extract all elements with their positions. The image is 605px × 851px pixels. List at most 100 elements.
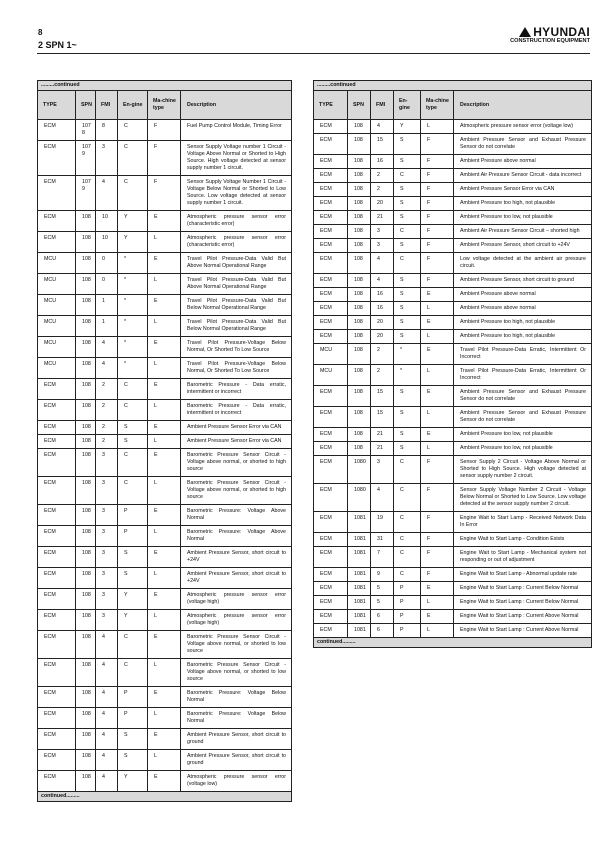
table-row: ECM 108 15 S F Ambient Pressure Sensor and Ex…: [313, 133, 592, 155]
cell-fmi: 2: [370, 168, 394, 183]
cell-description: Travel Pilot Pressure-Voltage Below Norm…: [180, 357, 292, 379]
cell-machine-type: L: [147, 231, 181, 253]
column-header-fmi: FMI: [370, 90, 394, 120]
cell-type: ECM: [37, 378, 76, 400]
cell-type: ECM: [37, 658, 76, 687]
cell-engine: *: [393, 343, 421, 365]
cell-engine: P: [117, 707, 148, 729]
cell-spn: 108: [347, 168, 371, 183]
cell-description: Ambient Pressure Sensor, short circuit t…: [180, 567, 292, 589]
table-row: ECM 1080 3 C F Sensor Supply 2 Circuit - Volt…: [313, 455, 592, 484]
cell-type: ECM: [313, 182, 348, 197]
cell-type: ECM: [37, 434, 76, 449]
cell-description: Atmospheric pressure sensor error (volta…: [180, 609, 292, 631]
cell-spn: 108: [75, 707, 96, 729]
cell-machine-type: E: [147, 588, 181, 610]
cell-machine-type: L: [420, 623, 454, 638]
cell-description: Low voltage detected at the ambient air …: [453, 252, 592, 274]
cell-machine-type: F: [420, 532, 454, 547]
column-header-spn: SPN: [75, 90, 96, 120]
table-row: ECM 108 3 P L Barometric Pressure: Voltage Ab…: [37, 525, 292, 547]
table-row: MCU 108 1 * E Travel Pilot Pressure-Data Vali…: [37, 294, 292, 316]
cell-engine: S: [393, 329, 421, 344]
cell-engine: C: [117, 630, 148, 659]
cell-fmi: 10: [95, 231, 118, 253]
cell-machine-type: F: [420, 238, 454, 253]
cell-description: Barometric Pressure Sensor Circuit - Vol…: [180, 630, 292, 659]
cell-machine-type: L: [147, 315, 181, 337]
cell-spn: 108: [347, 210, 371, 225]
cell-type: ECM: [313, 511, 348, 533]
cell-fmi: 4: [95, 630, 118, 659]
cell-spn: 108: [75, 336, 96, 358]
cell-engine: S: [393, 273, 421, 288]
table-row: ECM 108 4 Y E Atmospheric pressure sensor err…: [37, 770, 292, 792]
cell-fmi: 4: [95, 728, 118, 750]
cell-description: Engine Wait to Start Lamp - Received Net…: [453, 511, 592, 533]
cell-fmi: 3: [95, 567, 118, 589]
cell-type: ECM: [313, 168, 348, 183]
spn-table-left: .........continued TYPE SPN FMI En-gine Ma-ch…: [37, 80, 292, 802]
cell-engine: S: [393, 287, 421, 302]
cell-description: Ambient Pressure too high, not plausible: [453, 315, 592, 330]
spn-table-right: .........continued TYPE SPN FMI En-gine Ma-ch…: [313, 80, 592, 648]
cell-machine-type: L: [147, 399, 181, 421]
cell-engine: P: [393, 609, 421, 624]
cell-engine: C: [117, 140, 148, 176]
cell-engine: P: [393, 581, 421, 596]
cell-description: Travel Pilot Pressure-Data Valid But Abo…: [180, 273, 292, 295]
column-header-spn: SPN: [347, 90, 371, 120]
cell-engine: S: [117, 749, 148, 771]
table-row: MCU 108 4 * L Travel Pilot Pressure-Voltage B…: [37, 357, 292, 379]
cell-engine: S: [393, 406, 421, 428]
table-row: ECM 1081 19 C F Engine Wait to Start Lamp - R…: [313, 511, 592, 533]
cell-type: MCU: [37, 294, 76, 316]
cell-fmi: 2: [370, 182, 394, 197]
cell-fmi: 2: [370, 343, 394, 365]
cell-type: ECM: [37, 476, 76, 505]
logo-brand: HYUNDAI: [533, 25, 590, 39]
cell-machine-type: E: [147, 336, 181, 358]
cell-type: ECM: [313, 238, 348, 253]
cell-type: ECM: [37, 686, 76, 708]
table-row: ECM 108 3 P E Barometric Pressure: Voltage Ab…: [37, 504, 292, 526]
cell-machine-type: F: [420, 252, 454, 274]
table-row: ECM 1081 6 P L Engine Wait to Start Lamp : Cu…: [313, 623, 592, 638]
cell-fmi: 2: [95, 399, 118, 421]
cell-machine-type: E: [147, 420, 181, 435]
cell-type: ECM: [313, 273, 348, 288]
cell-machine-type: F: [420, 273, 454, 288]
cell-description: Ambient Pressure too low, not plausible: [453, 427, 592, 442]
cell-fmi: 3: [370, 224, 394, 239]
cell-engine: S: [117, 420, 148, 435]
continued-row: .........continued: [37, 80, 292, 91]
logo-triangle-icon: [519, 27, 532, 37]
table-row: ECM 108 4 Y L Atmospheric pressure sensor err…: [313, 119, 592, 134]
cell-machine-type: F: [420, 511, 454, 533]
cell-spn: 108: [75, 630, 96, 659]
cell-type: ECM: [37, 399, 76, 421]
table-row: MCU 108 1 * L Travel Pilot Pressure-Data Vali…: [37, 315, 292, 337]
column-header-type: TYPE: [313, 90, 348, 120]
cell-spn: 1081: [347, 546, 371, 568]
cell-spn: 108: [347, 182, 371, 197]
cell-fmi: 5: [370, 595, 394, 610]
cell-machine-type: E: [420, 581, 454, 596]
continued-label: .........continued: [37, 80, 292, 91]
page-number: 8: [38, 28, 43, 37]
table-row: ECM 108 20 S E Ambient Pressure too high, not…: [313, 315, 592, 330]
cell-type: ECM: [313, 623, 348, 638]
cell-fmi: 4: [370, 273, 394, 288]
table-row: ECM 108 21 S E Ambient Pressure too low, not …: [313, 427, 592, 442]
cell-type: MCU: [37, 252, 76, 274]
cell-machine-type: L: [420, 441, 454, 456]
cell-fmi: 0: [95, 252, 118, 274]
table-row: ECM 108 10 Y E Atmospheric pressure sensor er…: [37, 210, 292, 232]
table-row: MCU 108 0 * E Travel Pilot Pressure-Data Vali…: [37, 252, 292, 274]
cell-description: Ambient Pressure Sensor, short circuit t…: [180, 546, 292, 568]
cell-description: Barometric Pressure: Voltage Above Norma…: [180, 504, 292, 526]
cell-spn: 1081: [347, 609, 371, 624]
cell-machine-type: L: [147, 567, 181, 589]
table-row: ECM 108 3 S E Ambient Pressure Sensor, short …: [37, 546, 292, 568]
cell-description: Engine Wait to Start Lamp : Current Belo…: [453, 581, 592, 596]
